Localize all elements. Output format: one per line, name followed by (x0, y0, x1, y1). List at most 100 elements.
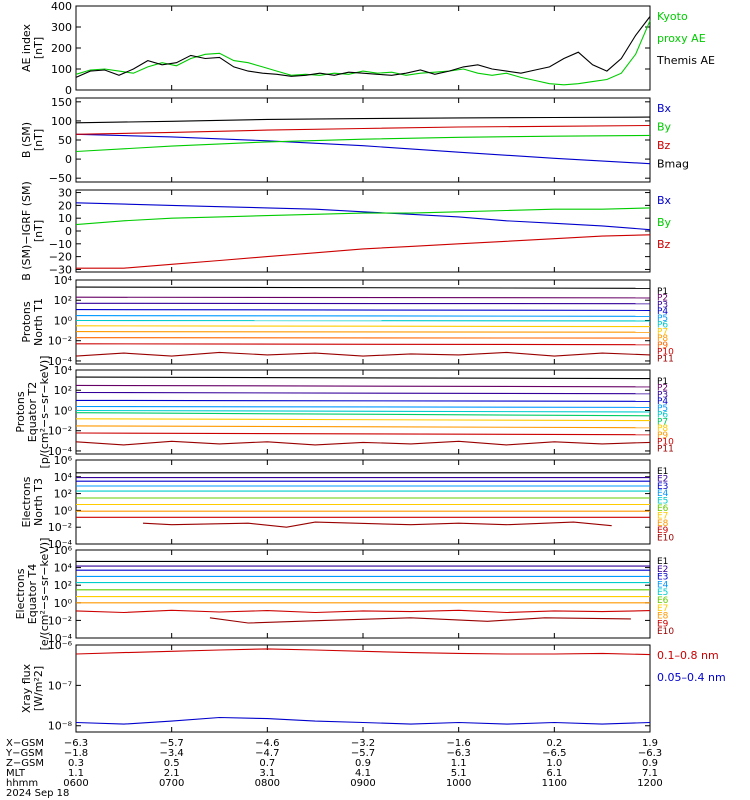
x-table-value: −6.3 (64, 738, 88, 749)
legend-entry: E4 (657, 489, 669, 499)
y-tick-label: 10⁴ (54, 274, 73, 287)
y-tick-label: 30 (58, 187, 72, 200)
x-table-value: 1.1 (68, 768, 84, 779)
legend-entry: P11 (657, 444, 674, 454)
x-table-value: 5.1 (451, 768, 467, 779)
x-table-value: −6.5 (542, 748, 566, 759)
x-row-label: Z−GSM (6, 758, 44, 769)
y-axis-label: Electrons (20, 476, 33, 527)
y-tick-label: 10⁴ (54, 364, 73, 377)
legend-entry: E5 (657, 497, 668, 507)
y-tick-label: 10 (58, 212, 72, 225)
x-table-value: 1.9 (642, 738, 658, 749)
legend-entry: E8 (657, 519, 669, 529)
x-table-value: 3.1 (259, 768, 275, 779)
x-table-value: 0.2 (546, 738, 562, 749)
series-p2 (75, 296, 651, 299)
y-tick-label: 400 (51, 0, 72, 13)
x-table-value: 1000 (446, 778, 471, 789)
x-table-value: −3.4 (160, 748, 184, 759)
legend-entry: Themis AE (656, 54, 715, 67)
series-0-05-0-4-nm (75, 716, 651, 725)
y-tick-label: 10² (54, 384, 72, 397)
series-p1 (75, 286, 651, 289)
panel-protons_n: 10⁻⁴ 10⁻² 10⁰ 10² 10⁴ Protons North T1 P1P2P3P4… (20, 274, 674, 368)
legend-entry: E2 (657, 474, 668, 484)
x-table-value: 6.1 (546, 768, 562, 779)
legend-entry: E9 (657, 619, 669, 629)
panel-frame (75, 549, 651, 639)
legend-entry: E3 (657, 573, 668, 583)
legend-entry: P9 (657, 431, 668, 441)
y-tick-label: 10⁰ (54, 314, 73, 327)
series-p7 (75, 412, 651, 417)
legend-entry: proxy AE (657, 32, 706, 45)
y-axis-label: [nT] (32, 37, 45, 59)
legend-entry: P6 (657, 321, 668, 331)
panel-xray: 10⁻⁸ 10⁻⁷ 10⁻⁶ Xray flux [W/m²2] 0.1–0.8 nm 0.… (20, 639, 726, 733)
series-p6 (75, 409, 651, 413)
y-axis-label: [nT] (32, 129, 45, 151)
series-p5 (75, 315, 651, 317)
legend-entry: E6 (657, 504, 669, 514)
y-tick-label: 10² (54, 579, 72, 592)
panel-frame (75, 279, 651, 365)
y-tick-label: 10⁻⁷ (48, 679, 72, 692)
legend-entry: E8 (657, 612, 669, 622)
series-p4 (75, 309, 651, 311)
legend-entry: Bmag (657, 158, 689, 171)
legend-entry: E3 (657, 482, 668, 492)
series-p9 (75, 425, 651, 429)
x-table-value: 0600 (63, 778, 88, 789)
legend-entry: P4 (657, 307, 668, 317)
legend-entry: By (657, 121, 672, 134)
series-by (75, 134, 651, 153)
y-tick-label: 10⁰ (54, 597, 73, 610)
series-bz (76, 234, 651, 269)
x-table-value: −4.7 (255, 748, 279, 759)
y-axis-label: [p/(cm²−s−sr−keV)] (38, 356, 51, 469)
y-tick-label: 0 (65, 225, 72, 238)
legend-entry: P10 (657, 438, 674, 448)
y-axis-label: B (SM)−IGRF (SM) (20, 181, 33, 281)
y-axis-label: AE index (20, 23, 33, 72)
y-tick-label: 10⁴ (54, 562, 73, 575)
legend-entry: P6 (657, 411, 668, 421)
y-tick-label: 0 (65, 84, 72, 97)
legend-entry: P3 (657, 300, 668, 310)
y-tick-label: 10⁻⁴ (48, 355, 73, 368)
y-axis-label: Electrons (14, 568, 27, 619)
panel-ae: 0 100 200 300 400 AE index [nT] Kyoto proxy AE Th… (20, 0, 715, 97)
y-tick-label: 100 (51, 63, 72, 76)
legend-entry: P3 (657, 390, 668, 400)
y-tick-label: 10⁶ (54, 544, 73, 557)
panel-frame (75, 5, 651, 91)
legend-entry: P5 (657, 314, 668, 324)
panel-frame (75, 644, 651, 733)
x-table-value: −5.7 (160, 738, 184, 749)
legend-entry: Bz (657, 139, 671, 152)
y-tick-label: 10⁰ (54, 404, 73, 417)
series-e10 (142, 521, 612, 528)
series-bx (75, 202, 651, 231)
x-table-value: 1200 (637, 778, 662, 789)
series-p5 (75, 405, 651, 408)
x-table-value: 4.1 (355, 768, 371, 779)
y-tick-label: 10² (54, 488, 72, 501)
legend-entry: E6 (657, 596, 669, 606)
x-table-value: 0700 (159, 778, 184, 789)
y-tick-label: 10⁻⁸ (48, 720, 73, 733)
series-by (75, 207, 651, 226)
x-table-value: −1.6 (447, 738, 471, 749)
x-table-value: 2.1 (164, 768, 180, 779)
x-table-value: 0.5 (164, 758, 180, 769)
series-p8 (75, 418, 651, 422)
legend-entry: P7 (657, 417, 668, 427)
legend-entry: P2 (657, 294, 668, 304)
legend-entry: P10 (657, 348, 674, 358)
legend-entry: P7 (657, 327, 668, 337)
legend-entry: 0.1–0.8 nm (657, 649, 719, 662)
x-axis-table: X−GSMY−GSMZ−GSMMLThhmm−6.3−1.80.31.10600… (5, 738, 663, 799)
